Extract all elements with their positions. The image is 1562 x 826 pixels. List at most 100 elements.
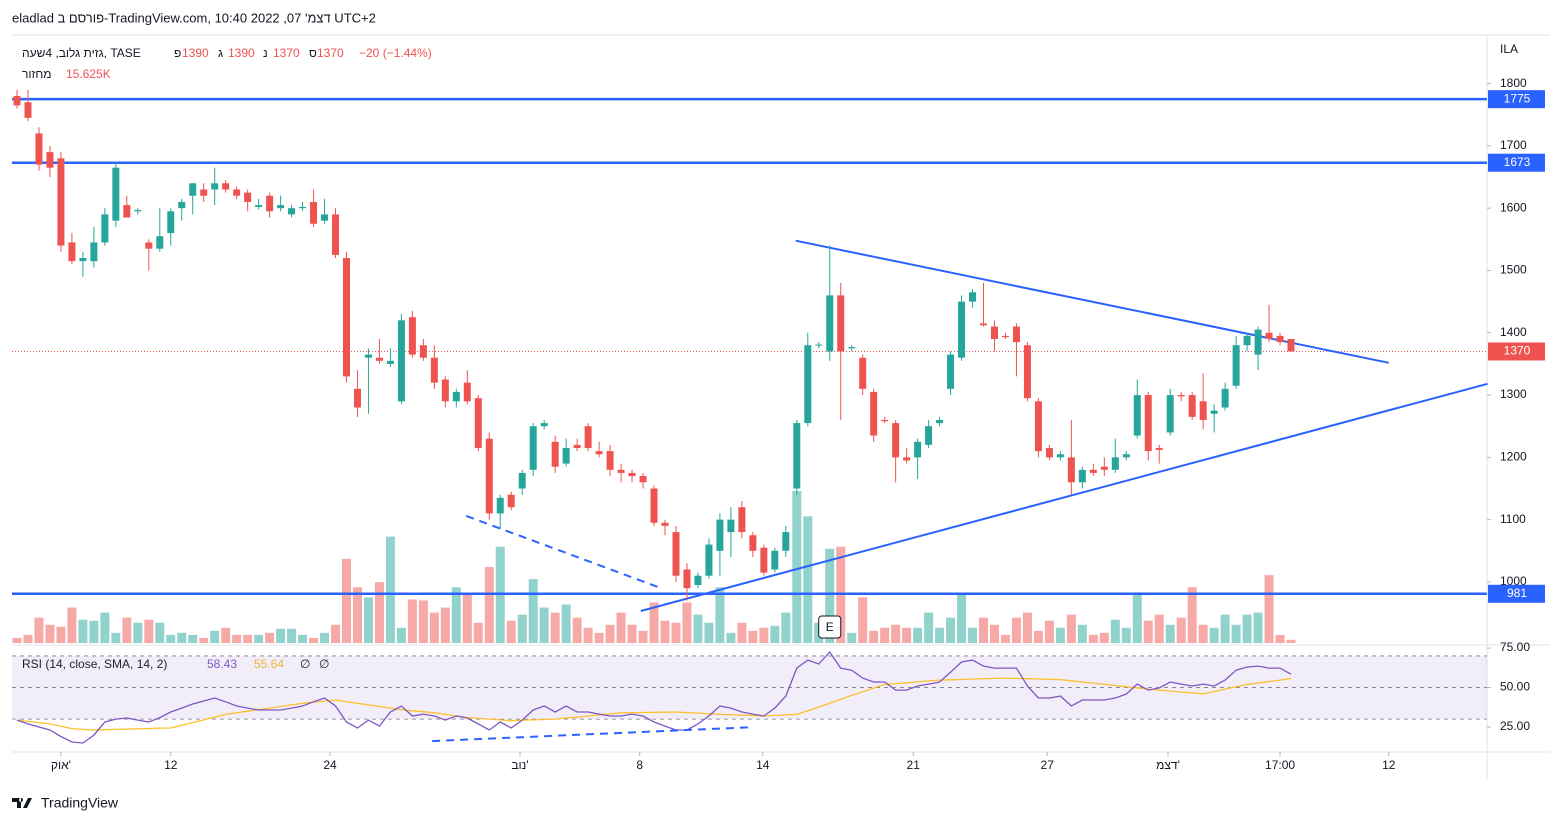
volume-bar [155, 622, 165, 643]
earnings-label: E [826, 620, 834, 634]
candle-body [222, 183, 230, 190]
rsi-sma-value: 55.64 [254, 657, 284, 671]
x-tick-label: נוב' [511, 758, 528, 772]
candle-body [661, 522, 669, 526]
volume-bar [583, 627, 593, 643]
candle-body [463, 382, 471, 402]
candle-body [969, 292, 977, 302]
volume-bar [385, 536, 395, 643]
legend-symbol: גזית גלוב, 4שעה, TASE [22, 46, 141, 60]
legend-open-label: פ [174, 46, 181, 60]
candle-body [1056, 454, 1064, 458]
volume-bar [374, 582, 384, 643]
volume-bar [803, 516, 813, 643]
candle-body [375, 357, 383, 361]
candle-body [430, 357, 438, 383]
candle-body [990, 326, 998, 339]
volume-bar [56, 626, 66, 643]
brand: TradingView [41, 795, 119, 811]
volume-bar [726, 632, 736, 643]
rsi-extra: ∅ [319, 657, 329, 671]
candle-body [1155, 448, 1163, 450]
candle-body [947, 354, 955, 389]
volume-bar [1242, 614, 1252, 643]
volume-bar [902, 627, 912, 643]
volume-bar [396, 627, 406, 643]
currency: ILA [1500, 42, 1518, 56]
volume-bar [957, 594, 967, 643]
candle-body [1133, 395, 1141, 436]
rsi-value: 58.43 [207, 657, 237, 671]
earnings-box [818, 615, 842, 639]
volume-bar [451, 587, 461, 643]
candle-body [145, 242, 153, 249]
candle-body [584, 426, 592, 449]
candle-body [134, 210, 142, 212]
volume-bar [287, 628, 297, 643]
volume-bar [78, 619, 88, 643]
candle-body [837, 295, 845, 352]
volume-bar [320, 632, 330, 643]
candle-body [749, 535, 757, 551]
candle-body [672, 532, 680, 576]
volume-bar [1275, 634, 1285, 643]
volume-bar [1066, 614, 1076, 643]
volume-bar [122, 617, 132, 643]
candle-body [46, 152, 54, 168]
candle-body [595, 451, 603, 455]
candle-body [1045, 448, 1053, 458]
candle-body [353, 388, 361, 408]
volume-bar [759, 627, 769, 643]
volume-bar [89, 620, 99, 643]
candle-body [1100, 466, 1108, 470]
candle-body [332, 214, 340, 255]
candle-body [551, 441, 559, 467]
candle-body [793, 423, 801, 489]
candle-body [529, 426, 537, 470]
candle-body [705, 544, 713, 576]
candle-body [266, 195, 274, 212]
volume-bar [45, 624, 55, 643]
volume-bar [1000, 634, 1010, 643]
volume-bar [12, 637, 22, 643]
volume-bar [528, 579, 538, 643]
candle-body [57, 158, 65, 246]
price-label: 1775 [1504, 91, 1531, 105]
candle-body [540, 423, 548, 427]
rsi-line [16, 650, 1292, 744]
volume-bar [111, 632, 121, 643]
volume-bar [1110, 619, 1120, 643]
volume-bar [1011, 617, 1021, 643]
candle-body [408, 317, 416, 355]
y-tick-label: 1700 [1500, 138, 1527, 152]
candle-body [277, 205, 285, 209]
volume-bar [34, 617, 44, 643]
candle-body [815, 344, 823, 346]
volume-bar [1198, 624, 1208, 643]
logo: TradingView [12, 795, 119, 811]
volume-bar [946, 617, 956, 643]
volume-bar [1253, 612, 1263, 643]
volume-bar [177, 632, 187, 643]
candle-body [321, 214, 329, 221]
volume-bar [23, 634, 33, 643]
volume-bar [133, 622, 143, 643]
x-tick-label: דצמ' [1156, 758, 1180, 772]
volume-bar [418, 600, 428, 643]
candle-body [804, 345, 812, 424]
legend-high-label: ג [218, 46, 223, 60]
volume-bar [539, 607, 549, 643]
rsi-title: RSI (14, close, SMA, 14, 2) [22, 657, 167, 671]
volume-bar [748, 630, 758, 643]
candle-body [1177, 395, 1185, 397]
x-tick-label: 12 [1382, 758, 1396, 772]
volume-bar [309, 637, 319, 643]
volume-bar [407, 599, 417, 643]
volume-bar [1132, 592, 1142, 643]
candle-body [90, 242, 98, 262]
x-tick-label: 8 [636, 758, 643, 772]
volume-bar [254, 634, 264, 643]
candle-body [1078, 469, 1086, 483]
legend-low: 1370 [273, 46, 300, 60]
